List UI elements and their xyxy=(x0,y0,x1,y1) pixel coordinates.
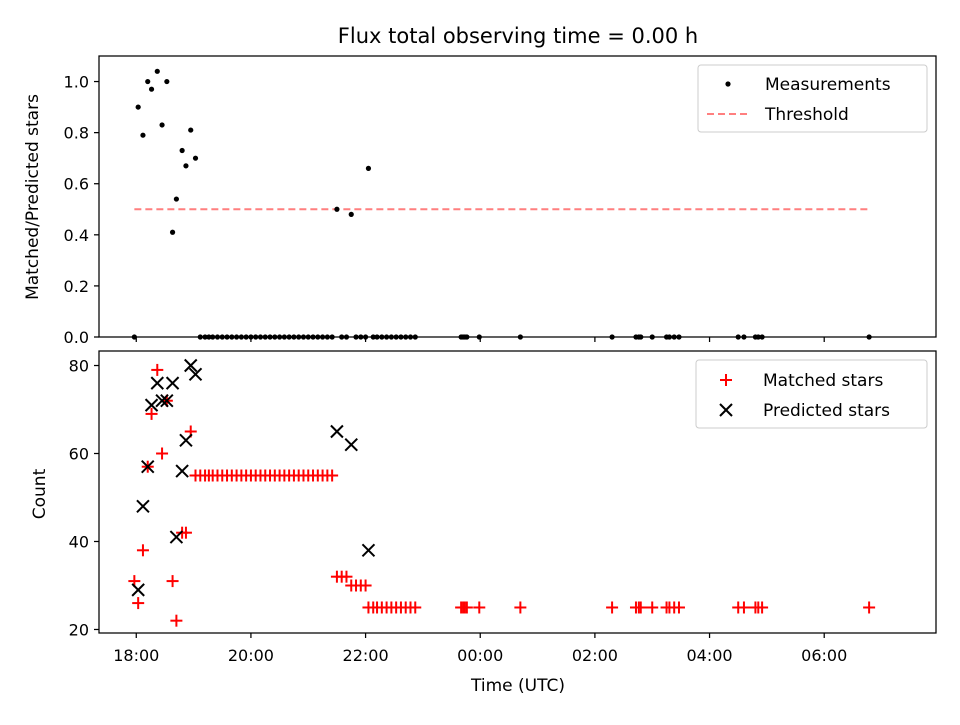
top-y-tick-label: 0.8 xyxy=(64,124,89,143)
y-axis-label-top: Matched/Predicted stars xyxy=(23,94,43,300)
measurement-point xyxy=(140,132,146,138)
bottom-plot-area xyxy=(128,358,876,627)
matched-star-point xyxy=(156,447,169,460)
matched-star-point xyxy=(170,614,183,627)
measurement-point xyxy=(145,78,151,85)
measurement-point xyxy=(135,104,141,110)
top-ticks: 0.0 0.2 0.4 0.6 0.8 1.0 xyxy=(64,73,825,347)
predicted-star-point xyxy=(344,437,358,452)
bottom-axes-frame xyxy=(98,350,937,634)
matched-star-point xyxy=(166,575,179,588)
x-tick-label: 02:00 xyxy=(572,646,618,665)
legend-measurements-label: Measurements xyxy=(765,75,891,95)
matched-star-point xyxy=(359,579,372,592)
measurement-point xyxy=(173,196,179,202)
measurement-point xyxy=(169,229,176,235)
top-legend-box xyxy=(697,64,928,133)
x-tick-label: 18:00 xyxy=(113,646,159,665)
measurement-point xyxy=(154,68,160,74)
matched-star-point xyxy=(326,469,339,482)
matched-star-point xyxy=(737,601,750,614)
predicted-star-point xyxy=(150,376,164,390)
predicted-star-point xyxy=(188,367,203,382)
top-y-tick-label: 0.2 xyxy=(64,277,89,296)
panel-star-counts: Count Time (UTC) 20 40 60 80 18:00 20:00 22:00… xyxy=(30,350,937,696)
measurement-point xyxy=(348,211,354,217)
measurement-point xyxy=(188,127,194,133)
legend-measurements-marker xyxy=(725,81,731,87)
matched-star-point xyxy=(646,601,659,614)
matched-star-point xyxy=(145,407,158,420)
top-y-tick-label: 0.4 xyxy=(64,226,89,245)
matched-star-point xyxy=(409,601,422,614)
measurement-point xyxy=(148,86,155,92)
predicted-star-point xyxy=(136,499,150,514)
predicted-star-point xyxy=(160,394,174,408)
bottom-y-tick-label: 80 xyxy=(69,357,89,376)
top-y-tick-label: 1.0 xyxy=(64,73,89,92)
matched-star-point xyxy=(136,544,149,557)
chart-title: Flux total observing time = 0.00 h xyxy=(338,24,698,48)
x-tick-label: 06:00 xyxy=(801,646,847,665)
top-y-tick-label: 0.0 xyxy=(64,328,89,347)
predicted-star-point xyxy=(155,394,169,408)
predicted-star-point xyxy=(141,459,155,474)
top-legend: Measurements Threshold xyxy=(697,64,928,133)
panel-flux-ratio: Flux total observing time = 0.00 h Match… xyxy=(23,24,937,347)
bottom-y-tick-label: 20 xyxy=(69,620,89,639)
measurement-point xyxy=(192,155,199,161)
x-tick-label: 20:00 xyxy=(228,646,274,665)
top-y-tick-label: 0.6 xyxy=(64,175,89,194)
measurement-point xyxy=(183,163,189,169)
y-axis-label-bottom: Count xyxy=(30,468,50,519)
matched-star-point xyxy=(473,601,486,614)
matched-star-point xyxy=(514,601,527,614)
legend-threshold-label: Threshold xyxy=(764,105,849,125)
x-tick-label: 00:00 xyxy=(457,646,503,665)
measurement-point xyxy=(159,122,165,128)
predicted-star-point xyxy=(169,530,184,544)
matched-star-point xyxy=(672,601,685,614)
matched-star-point xyxy=(863,601,876,614)
matched-star-point xyxy=(151,363,164,376)
x-tick-label: 22:00 xyxy=(343,646,389,665)
x-tick-label: 04:00 xyxy=(686,646,732,665)
predicted-star-point xyxy=(330,424,344,439)
matched-star-point xyxy=(756,601,769,614)
matched-star-point xyxy=(606,601,619,614)
legend-matched-marker xyxy=(720,374,732,386)
top-axes-frame xyxy=(98,55,937,338)
predicted-star-point xyxy=(165,376,180,390)
predicted-star-point xyxy=(361,543,376,557)
legend-predicted-marker xyxy=(719,403,733,417)
measurement-point xyxy=(179,147,185,154)
predicted-star-point xyxy=(175,464,189,478)
measurement-point xyxy=(365,165,372,171)
bottom-y-tick-label: 40 xyxy=(69,532,89,551)
bottom-ticks: 20 40 60 80 18:00 20:00 22:00 00:00 02:00 04:00 06… xyxy=(69,357,848,665)
matched-star-point xyxy=(460,601,473,614)
legend-matched-label: Matched stars xyxy=(763,371,883,391)
predicted-star-point xyxy=(144,398,159,412)
predicted-star-point xyxy=(131,583,145,597)
measurement-point xyxy=(334,206,340,212)
predicted-star-point xyxy=(179,433,193,448)
predicted-star-point xyxy=(184,358,198,373)
matched-star-point xyxy=(132,597,145,610)
bottom-y-tick-label: 60 xyxy=(69,445,89,464)
matched-star-point xyxy=(340,570,353,583)
bottom-legend: Matched stars Predicted stars xyxy=(695,359,928,429)
matched-star-point xyxy=(634,601,647,614)
x-axis-label: Time (UTC) xyxy=(470,676,565,696)
legend-predicted-label: Predicted stars xyxy=(763,401,890,421)
measurement-point xyxy=(164,78,170,85)
bottom-legend-box xyxy=(695,359,928,429)
